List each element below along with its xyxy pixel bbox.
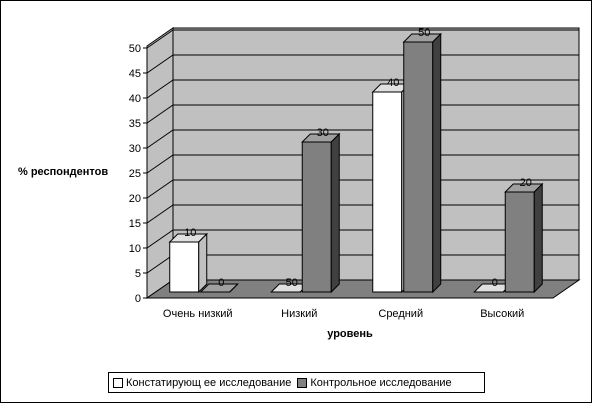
bar-s2-0 bbox=[199, 283, 239, 293]
legend-item-series-1: Констатирующ ее исследование bbox=[113, 377, 291, 389]
legend-label-series-1: Констатирующ ее исследование bbox=[126, 376, 292, 389]
data-label-s2-0: 0 bbox=[218, 277, 224, 289]
legend: Констатирующ ее исследование Контрольное… bbox=[108, 372, 485, 393]
bar-side bbox=[198, 232, 208, 294]
gridline-side bbox=[146, 79, 174, 99]
data-label-s1-2: 40 bbox=[387, 77, 399, 89]
y-tick-label: 25 bbox=[129, 168, 141, 180]
y-axis-label: % респондентов bbox=[18, 166, 108, 178]
bar-s2-3 bbox=[504, 182, 544, 294]
data-label-s1-0: 10 bbox=[184, 227, 196, 239]
legend-label-series-2: Контрольное исследование bbox=[310, 376, 452, 389]
legend-swatch-series-1 bbox=[113, 377, 123, 388]
legend-item-series-2: Контрольное исследование bbox=[297, 376, 452, 389]
gridline-side bbox=[146, 54, 174, 74]
data-label-s1-1: 50 bbox=[286, 277, 298, 289]
floor bbox=[145, 279, 581, 299]
y-tick-label: 10 bbox=[129, 243, 141, 255]
gridline-side bbox=[146, 29, 174, 49]
x-axis-label: уровень bbox=[327, 328, 373, 340]
bar-side bbox=[533, 182, 543, 294]
gridline-side bbox=[146, 229, 174, 249]
y-tick-label: 50 bbox=[129, 43, 141, 55]
gridline-side bbox=[146, 179, 174, 199]
y-tick-label: 20 bbox=[129, 193, 141, 205]
legend-swatch-series-2 bbox=[297, 377, 308, 388]
x-tick-label-1: Низкий bbox=[281, 308, 317, 320]
bar-side bbox=[432, 32, 442, 294]
gridline-side bbox=[146, 104, 174, 124]
gridline-side bbox=[146, 254, 174, 274]
bar-front bbox=[169, 241, 200, 293]
y-tick-label: 0 bbox=[135, 293, 141, 305]
bar-s2-2 bbox=[402, 32, 442, 294]
gridline-side bbox=[146, 154, 174, 174]
data-label-s2-3: 20 bbox=[520, 177, 532, 189]
bar-side bbox=[330, 132, 340, 294]
x-tick-label-0: Очень низкий bbox=[163, 308, 233, 320]
y-tick-label: 40 bbox=[129, 93, 141, 105]
data-label-s1-3: 0 bbox=[492, 277, 498, 289]
y-tick-label: 5 bbox=[135, 268, 141, 280]
gridline-side bbox=[146, 129, 174, 149]
bar-front bbox=[372, 91, 403, 293]
y-tick-label: 15 bbox=[129, 218, 141, 230]
data-label-s2-2: 50 bbox=[418, 27, 430, 39]
bar-front bbox=[403, 41, 434, 293]
y-tick-label: 35 bbox=[129, 118, 141, 130]
bar-front bbox=[301, 141, 332, 293]
y-tick-label: 45 bbox=[129, 68, 141, 80]
bar-front bbox=[504, 191, 535, 293]
bar-s1-0 bbox=[168, 232, 208, 294]
x-tick-label-3: Высокий bbox=[480, 308, 524, 320]
y-tick-label: 30 bbox=[129, 143, 141, 155]
x-tick-label-2: Средний bbox=[378, 308, 423, 320]
bar-s2-1 bbox=[301, 132, 341, 294]
gridline-side bbox=[146, 204, 174, 224]
bar-side bbox=[229, 283, 239, 293]
data-label-s2-1: 30 bbox=[317, 127, 329, 139]
